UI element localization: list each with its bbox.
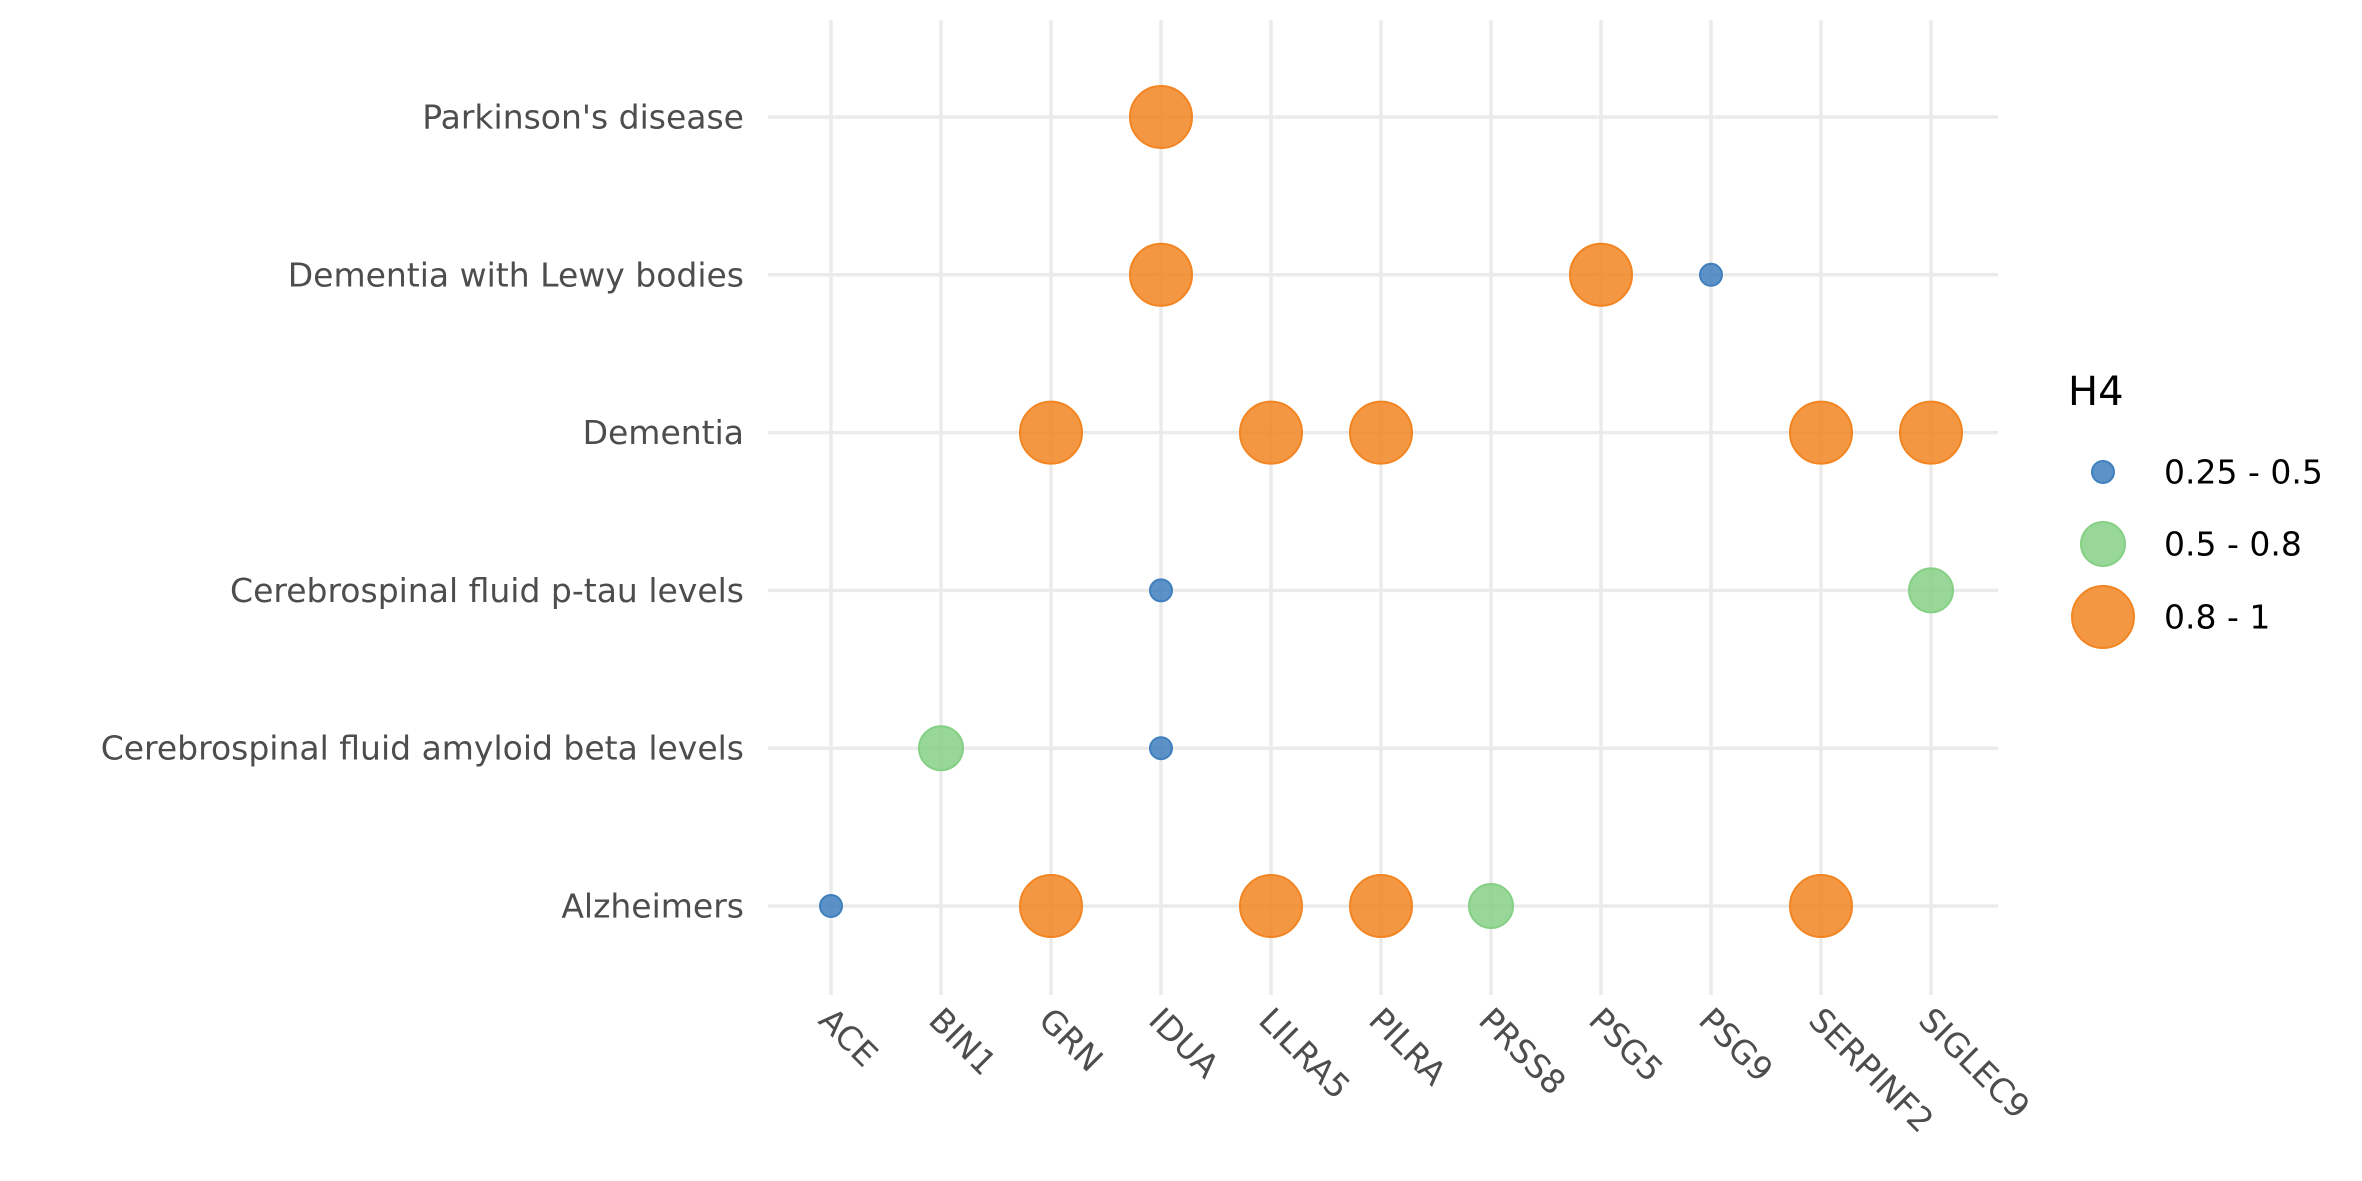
data-point (1699, 262, 1723, 287)
y-tick-label: Dementia (583, 413, 744, 452)
data-point (1019, 400, 1083, 465)
x-tick-label: BIN1 (921, 1000, 1004, 1083)
legend-key (2071, 585, 2135, 649)
legend-key (2080, 521, 2126, 567)
data-point (819, 894, 843, 918)
x-tick-label: GRN (1031, 1000, 1110, 1079)
data-point (918, 725, 964, 772)
legend-entries: 0.25 - 0.5 0.5 - 0.8 0.8 - 1 (2071, 453, 2323, 649)
data-point (1789, 874, 1853, 938)
y-tick-label: Cerebrospinal fluid p-tau levels (230, 571, 744, 610)
x-tick-label: LILRA5 (1251, 1000, 1358, 1107)
data-point (1468, 883, 1514, 929)
x-axis-tick-labels: ACE BIN1 GRN IDUA LILRA5 PILRA PRSS8 PSG5 PSG9 SE… (811, 1000, 2037, 1140)
data-point (1019, 874, 1083, 938)
data-point (1129, 85, 1193, 149)
y-axis-tick-labels: Alzheimers Cerebrospinal fluid amyloid be… (101, 98, 744, 926)
y-tick-label: Alzheimers (561, 887, 744, 926)
data-point (1789, 400, 1853, 465)
x-tick-label: PSG5 (1581, 1000, 1670, 1089)
data-point (1349, 874, 1413, 938)
data-point (1569, 242, 1633, 307)
y-tick-label: Parkinson's disease (422, 98, 744, 137)
x-tick-label: PILRA (1361, 1000, 1454, 1093)
data-point (1239, 400, 1303, 465)
legend-label: 0.8 - 1 (2164, 598, 2270, 637)
data-points (819, 85, 1963, 938)
data-point (1349, 400, 1413, 465)
data-point (1239, 874, 1303, 938)
x-tick-label: IDUA (1141, 1000, 1227, 1086)
x-tick-label: PSG9 (1691, 1000, 1780, 1089)
legend-key (2091, 460, 2115, 484)
legend-title: H4 (2068, 369, 2124, 415)
data-point (1149, 578, 1173, 603)
legend: H4 0.25 - 0.5 0.5 - 0.8 0.8 - 1 (2068, 369, 2323, 649)
x-tick-label: PRSS8 (1471, 1000, 1573, 1102)
data-point (1129, 242, 1193, 307)
grid-lines (768, 20, 1998, 995)
data-point (1149, 736, 1173, 761)
data-point (1908, 567, 1954, 614)
x-tick-label: ACE (811, 1000, 885, 1074)
y-tick-label: Cerebrospinal fluid amyloid beta levels (101, 729, 744, 768)
y-tick-label: Dementia with Lewy bodies (288, 255, 744, 294)
data-point (1899, 400, 1963, 465)
legend-label: 0.5 - 0.8 (2164, 525, 2302, 564)
legend-label: 0.25 - 0.5 (2164, 453, 2323, 492)
